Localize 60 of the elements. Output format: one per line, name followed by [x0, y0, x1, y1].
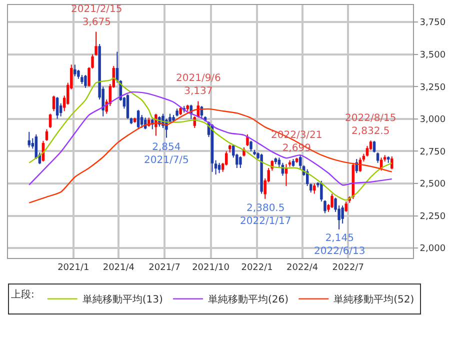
x-tick-label: 2021/4 — [102, 262, 135, 273]
candlestick — [56, 96, 59, 120]
candlestick — [179, 106, 182, 116]
annotation: 2,854 2021/7/5 — [144, 142, 189, 166]
candlestick — [176, 108, 178, 117]
candlestick — [84, 74, 87, 88]
annotation: 2,380.5 2022/1/17 — [240, 203, 292, 227]
candlestick — [330, 193, 334, 209]
x-tick-label: 2021/1 — [58, 262, 90, 273]
candlestick — [74, 64, 76, 77]
x-tick-label: 2022/4 — [286, 262, 318, 273]
y-tick-label: 2,000 — [420, 244, 446, 254]
y-tick-label: 3,250 — [420, 82, 446, 93]
y-tick-label: 3,750 — [420, 18, 446, 28]
candlestick — [133, 117, 136, 124]
annotation: 2022/8/15 2,832.5 — [345, 113, 396, 137]
candlestick — [246, 134, 249, 147]
x-tick-label: 2021/10 — [192, 262, 230, 273]
candlestick — [130, 117, 133, 125]
legend-label: 単純移動平均(26) — [208, 294, 289, 306]
candlestick — [313, 182, 316, 194]
x-tick-label: 2022/7 — [332, 262, 364, 273]
candlestick — [260, 153, 263, 194]
x-tick-label: 2021/7 — [148, 262, 180, 273]
candlestick — [376, 152, 380, 164]
candlestick — [45, 128, 48, 142]
candlestick — [386, 156, 390, 164]
legend-label: 単純移動平均(13) — [82, 294, 163, 306]
candlestick — [253, 149, 256, 156]
y-tick-label: 3,500 — [420, 50, 446, 60]
y-tick-label: 2,750 — [420, 147, 446, 158]
y-tick-label: 3,000 — [420, 115, 446, 126]
candlestick — [218, 162, 221, 174]
annotation: 2021/2/15 3,675 — [71, 4, 122, 28]
candlestick — [48, 113, 52, 128]
legend-label: 単純移動平均(52) — [334, 294, 414, 306]
candlestick — [288, 160, 292, 168]
candlestick — [28, 131, 30, 148]
candlestick — [210, 124, 214, 172]
candlestick — [239, 156, 242, 168]
candlestick — [136, 109, 140, 130]
candlestick — [295, 157, 298, 164]
candlestick — [52, 95, 56, 112]
candlestick — [186, 104, 189, 112]
candlestick — [284, 164, 288, 187]
annotation: 2,145 2022/6/13 — [314, 233, 366, 257]
candlestick — [228, 144, 232, 153]
candlestick — [344, 201, 348, 212]
candlestick — [372, 140, 376, 153]
candlestick — [274, 157, 278, 165]
y-tick-label: 2,500 — [420, 180, 446, 190]
y-tick-label: 2,250 — [420, 212, 446, 222]
annotation: 2021/9/6 3,137 — [176, 73, 221, 97]
candlestick — [292, 158, 295, 168]
candlestick — [390, 156, 394, 170]
candlestick — [126, 94, 130, 120]
candlestick — [242, 146, 246, 157]
candlestick — [250, 140, 252, 152]
legend-title: 上段: — [11, 288, 34, 300]
x-tick-label: 2022/1 — [241, 262, 273, 273]
